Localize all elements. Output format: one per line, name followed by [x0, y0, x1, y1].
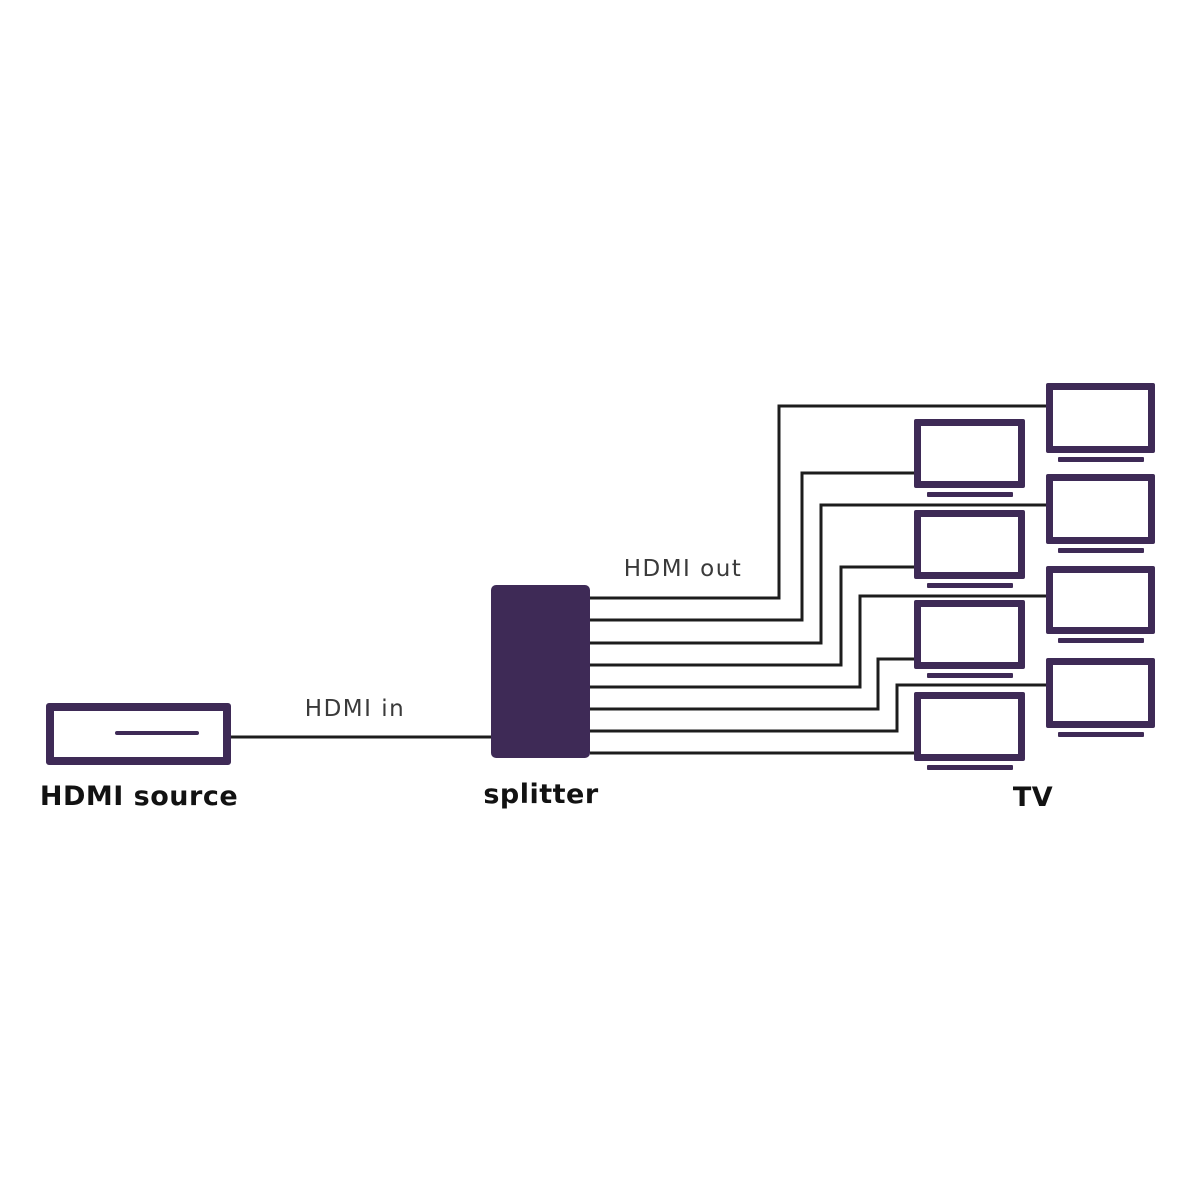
tv-6-node	[914, 600, 1025, 678]
tv-7-node	[1046, 658, 1155, 737]
hdmi-out-cable-3	[590, 503, 1046, 645]
tv-stand	[926, 673, 1013, 678]
splitter-label: splitter	[483, 779, 599, 810]
hdmi-in-label: HDMI in	[304, 696, 406, 722]
tv-stand	[1057, 548, 1144, 553]
tv-2-node	[914, 419, 1025, 497]
tv-stand	[926, 583, 1013, 588]
tv-8-node	[914, 692, 1025, 770]
hdmi-out-cable-5	[590, 594, 1046, 689]
tv-stand	[1057, 732, 1144, 737]
tv-stand	[926, 765, 1013, 770]
hdmi-out-cable-1	[590, 404, 1046, 600]
tv-label: TV	[1012, 782, 1054, 813]
tv-1-node	[1046, 383, 1155, 462]
tv-4-node	[914, 510, 1025, 588]
tv-stand	[926, 492, 1013, 497]
hdmi-source-label: HDMI source	[39, 781, 239, 812]
hdmi-out-cable-7	[590, 683, 1046, 733]
tv-stand	[1057, 638, 1144, 643]
hdmi-out-label: HDMI out	[623, 556, 743, 582]
hdmi-out-cable-2	[590, 471, 914, 622]
disc-slot-icon	[114, 731, 199, 735]
hdmi-source-node	[46, 703, 231, 765]
splitter-node	[491, 585, 590, 758]
tv-stand	[1057, 457, 1144, 462]
tv-3-node	[1046, 474, 1155, 553]
tv-5-node	[1046, 566, 1155, 643]
hdmi-out-cable-6	[590, 657, 914, 711]
hdmi-out-cable-4	[590, 565, 914, 667]
